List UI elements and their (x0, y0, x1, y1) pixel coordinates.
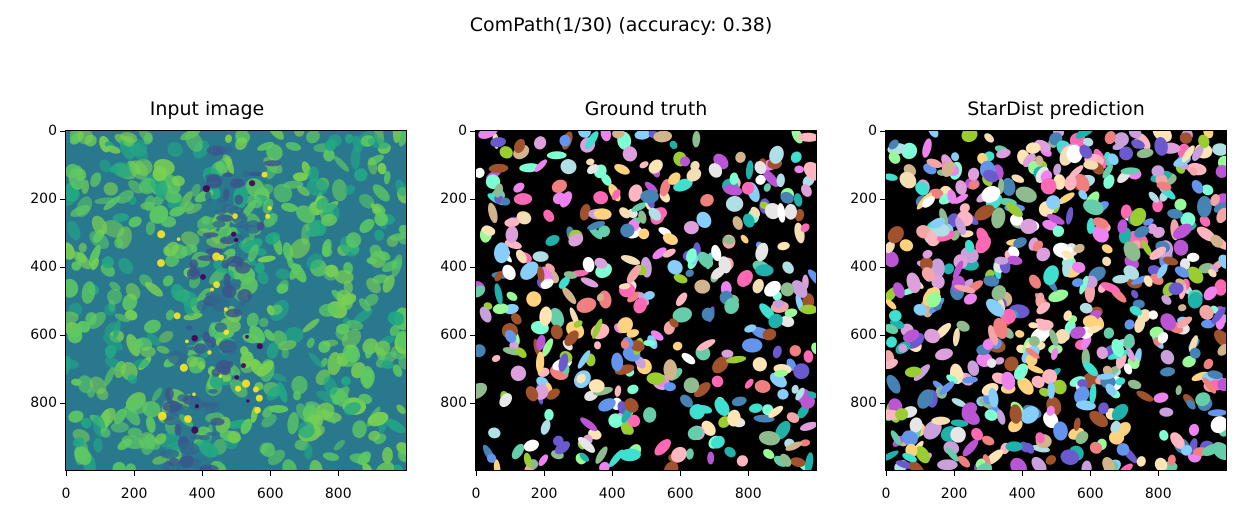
y-tick-label: 800 (440, 395, 467, 412)
x-tick-mark (679, 471, 681, 476)
x-tick-label: 800 (734, 486, 762, 502)
x-tick-label: 200 (940, 486, 968, 502)
y-tick-mark (880, 266, 885, 268)
x-tick-label: 0 (61, 486, 71, 502)
y-tick-label: 600 (30, 327, 57, 344)
x-tick-label: 400 (598, 486, 626, 502)
x-tick-mark (611, 471, 613, 476)
x-tick-label: 600 (1076, 486, 1104, 502)
y-tick-label: 0 (48, 123, 57, 139)
figure-title: ComPath(1/30) (accuracy: 0.38) (469, 14, 773, 36)
y-tick-mark (880, 198, 885, 200)
panel-stardist-prediction: StarDist prediction (0, 0, 1145, 521)
x-tick-label: 800 (1144, 486, 1172, 502)
x-tick-label: 600 (666, 486, 694, 502)
y-tick-label: 200 (850, 191, 877, 208)
y-tick-label: 400 (440, 259, 467, 276)
x-tick-mark (65, 471, 67, 476)
x-tick-label: 800 (324, 486, 352, 502)
x-tick-mark (337, 471, 339, 476)
y-tick-mark (60, 130, 65, 132)
x-tick-label: 200 (530, 486, 558, 502)
x-tick-mark (133, 471, 135, 476)
ground-truth-labels (475, 130, 817, 471)
y-tick-label: 200 (30, 191, 57, 208)
y-tick-label: 0 (458, 123, 467, 139)
x-tick-label: 200 (120, 486, 148, 502)
y-tick-mark (470, 130, 475, 132)
y-tick-mark (60, 266, 65, 268)
x-tick-label: 600 (256, 486, 284, 502)
y-tick-mark (880, 130, 885, 132)
y-tick-label: 800 (850, 395, 877, 412)
x-tick-label: 0 (881, 486, 891, 502)
y-tick-mark (470, 266, 475, 268)
y-tick-label: 0 (868, 123, 877, 139)
y-tick-label: 600 (850, 327, 877, 344)
panel-title: StarDist prediction (967, 98, 1145, 120)
x-tick-mark (1021, 471, 1023, 476)
x-tick-mark (269, 471, 271, 476)
y-tick-label: 600 (440, 327, 467, 344)
y-tick-label: 400 (850, 259, 877, 276)
stardist-prediction-labels (885, 130, 1227, 471)
y-tick-mark (880, 402, 885, 404)
x-tick-mark (1157, 471, 1159, 476)
x-tick-label: 400 (188, 486, 216, 502)
y-tick-label: 400 (30, 259, 57, 276)
x-tick-mark (475, 471, 477, 476)
x-tick-mark (201, 471, 203, 476)
x-tick-mark (543, 471, 545, 476)
panel-title: Input image (149, 98, 265, 120)
y-tick-mark (880, 334, 885, 336)
y-tick-label: 800 (30, 395, 57, 412)
y-tick-mark (470, 334, 475, 336)
panel-ground-truth: Ground truth (0, 0, 708, 521)
y-tick-mark (60, 198, 65, 200)
x-tick-mark (1089, 471, 1091, 476)
x-tick-mark (885, 471, 887, 476)
y-tick-mark (60, 334, 65, 336)
y-tick-mark (470, 198, 475, 200)
y-tick-mark (470, 402, 475, 404)
x-tick-label: 400 (1008, 486, 1036, 502)
panel-input-image: Input image (0, 0, 400, 521)
panel-title: Ground truth (584, 98, 708, 120)
x-tick-mark (747, 471, 749, 476)
x-tick-mark (953, 471, 955, 476)
x-tick-label: 0 (471, 486, 481, 502)
input-image (65, 130, 407, 471)
y-tick-label: 200 (440, 191, 467, 208)
y-tick-mark (60, 402, 65, 404)
